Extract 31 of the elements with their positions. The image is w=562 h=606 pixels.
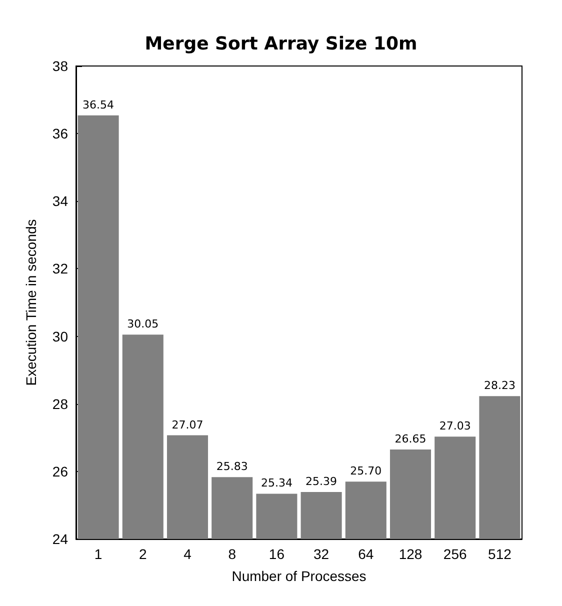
y-tick-label: 36 — [52, 126, 68, 142]
data-label: 27.07 — [172, 418, 204, 432]
x-tick-label: 4 — [184, 546, 192, 562]
y-tick-label: 28 — [52, 396, 68, 412]
y-axis-title: Execution Time in seconds — [23, 219, 39, 386]
y-tick-label: 30 — [52, 328, 68, 344]
data-label: 30.05 — [127, 318, 159, 331]
x-tick-label: 512 — [488, 546, 512, 562]
data-label: 25.39 — [306, 475, 338, 488]
chart-title: Merge Sort Array Size 10m — [144, 34, 418, 54]
data-label: 27.03 — [439, 420, 471, 433]
data-label: 26.65 — [394, 432, 426, 446]
x-axis-title: Number of Processes — [232, 568, 366, 584]
x-tick-label: 128 — [398, 546, 422, 562]
x-tick-label: 32 — [314, 546, 330, 562]
data-label: 25.34 — [260, 476, 292, 490]
y-tick-label: 34 — [52, 193, 68, 210]
data-label: 28.23 — [484, 379, 516, 392]
x-tick-label: 1 — [94, 546, 102, 562]
x-tick-label: 8 — [228, 546, 236, 562]
x-tick-label: 2 — [139, 546, 147, 562]
x-tick-label: 256 — [443, 546, 467, 562]
y-tick-label: 26 — [52, 463, 68, 480]
data-label: 36.54 — [82, 98, 114, 112]
y-tick-label: 32 — [52, 260, 68, 277]
y-tick-label: 38 — [52, 58, 68, 74]
y-tick-label: 24 — [52, 531, 68, 547]
data-label: 25.83 — [216, 460, 248, 474]
x-tick-label: 16 — [268, 546, 285, 562]
data-label: 25.70 — [350, 464, 382, 478]
x-tick-label: 64 — [358, 546, 374, 562]
